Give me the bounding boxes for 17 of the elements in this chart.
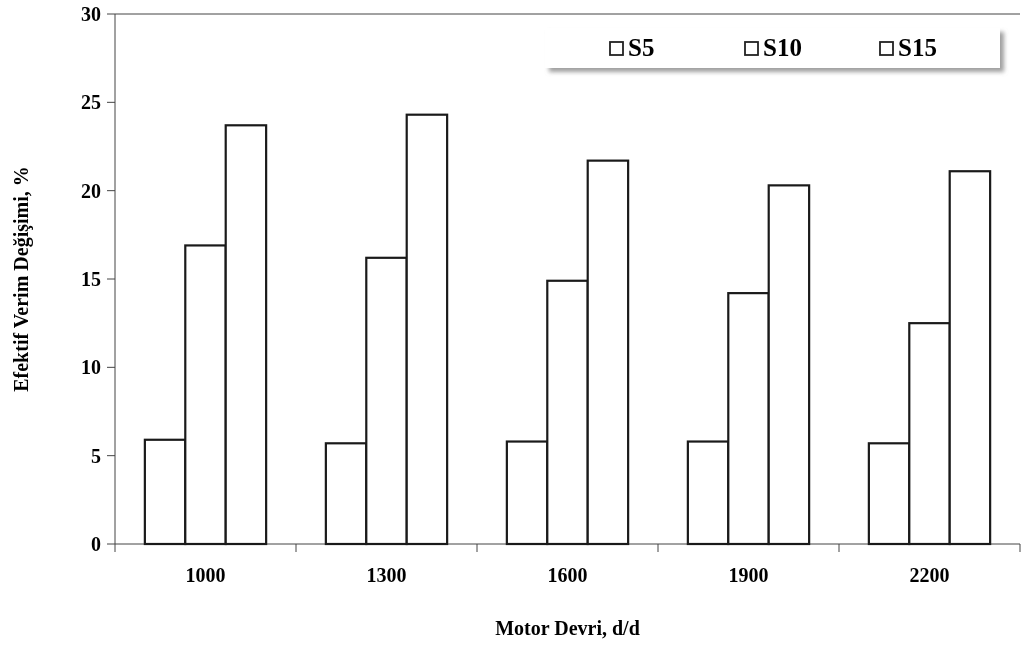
- y-axis-title: Efektif Verim Değişimi, %: [10, 166, 33, 392]
- y-tick-label: 20: [81, 179, 101, 202]
- x-tick-label: 1000: [185, 564, 226, 586]
- y-tick-label: 30: [81, 3, 101, 25]
- legend-label: S10: [763, 34, 802, 61]
- y-tick-label: 25: [81, 91, 101, 114]
- y-tick-label: 15: [81, 268, 101, 290]
- y-tick-label: 10: [81, 356, 101, 379]
- y-tick-label: 5: [91, 444, 101, 467]
- y-tick-label: 0: [91, 533, 101, 555]
- x-tick-label: 1300: [366, 564, 407, 586]
- x-axis-title: Motor Devri, d/d: [495, 617, 640, 639]
- x-tick-label: 1900: [728, 564, 769, 586]
- legend-label: S5: [628, 34, 655, 61]
- x-tick-label: 2200: [909, 564, 950, 586]
- x-tick-label: 1600: [547, 564, 588, 586]
- legend-label: S15: [898, 34, 937, 61]
